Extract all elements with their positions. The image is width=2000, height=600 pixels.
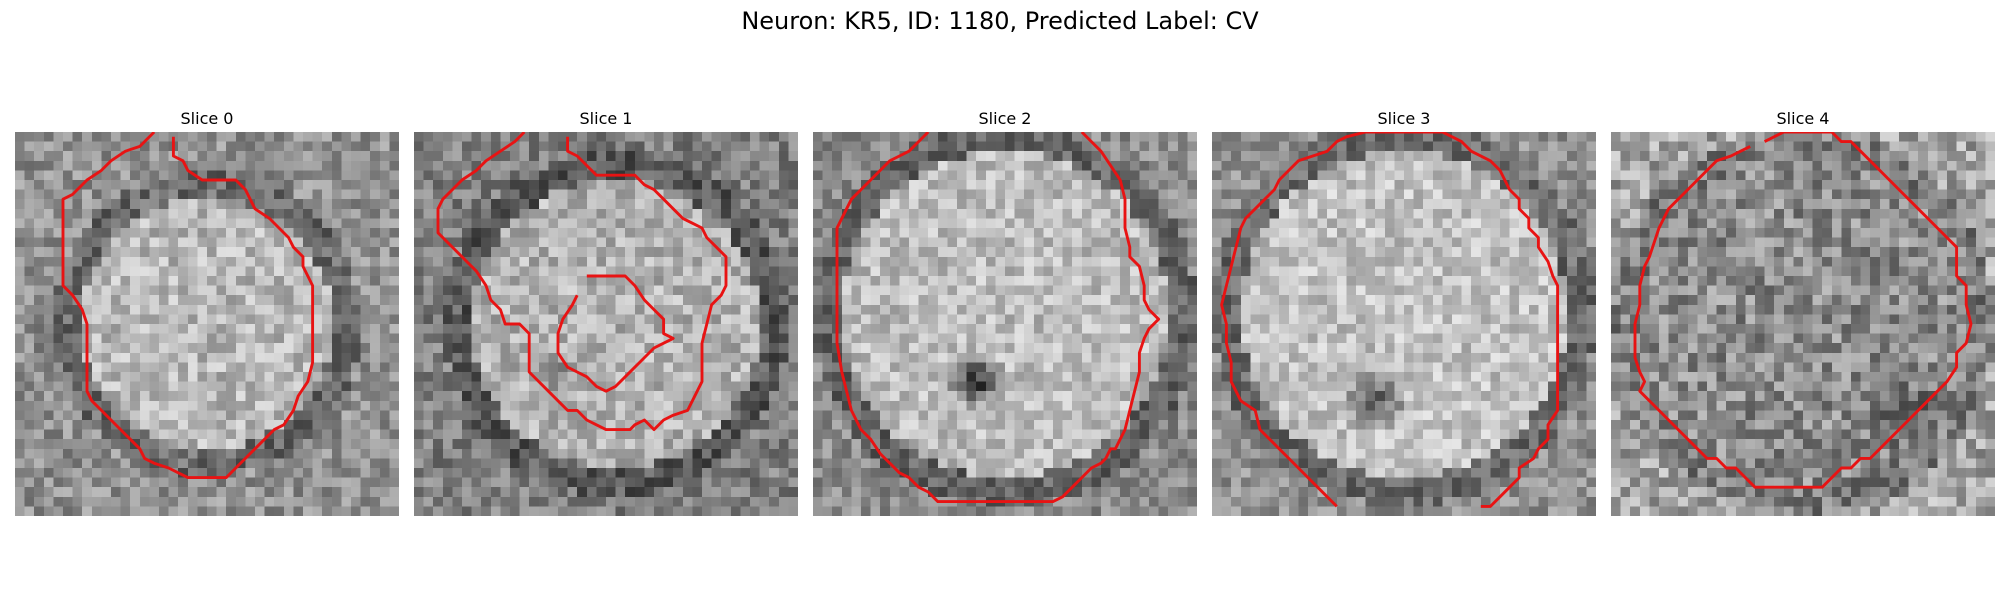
slice-1-image bbox=[414, 132, 798, 516]
slice-1-pixels bbox=[414, 132, 798, 516]
slice-2-contour bbox=[835, 132, 1161, 504]
slice-3-pixels bbox=[1212, 132, 1596, 516]
slice-3-image bbox=[1212, 132, 1596, 516]
slice-0-title: Slice 0 bbox=[180, 109, 234, 128]
slice-panel-2: Slice 2 bbox=[813, 108, 1197, 516]
slice-4-image bbox=[1611, 132, 1995, 516]
slice-0-pixels bbox=[15, 132, 399, 516]
slice-1-title: Slice 1 bbox=[579, 109, 633, 128]
slice-3-title: Slice 3 bbox=[1377, 109, 1431, 128]
slice-panel-1: Slice 1 bbox=[414, 108, 798, 516]
slice-panel-3: Slice 3 bbox=[1212, 108, 1596, 516]
slice-panel-4: Slice 4 bbox=[1611, 108, 1995, 516]
slice-4-title: Slice 4 bbox=[1776, 109, 1830, 128]
slice-4-pixels bbox=[1611, 132, 1995, 516]
slice-0-contour bbox=[61, 132, 315, 480]
slice-2-title: Slice 2 bbox=[978, 109, 1032, 128]
slice-3-contour bbox=[1220, 132, 1560, 508]
slice-0-image bbox=[15, 132, 399, 516]
slice-2-pixels bbox=[813, 132, 1197, 516]
slice-1-inner-contour bbox=[556, 274, 675, 393]
slice-2-image bbox=[813, 132, 1197, 516]
slice-panel-0: Slice 0 bbox=[15, 108, 399, 516]
slice-4-contour bbox=[1633, 132, 1973, 489]
figure-title: Neuron: KR5, ID: 1180, Predicted Label: … bbox=[741, 7, 1259, 35]
slice-1-contour bbox=[436, 132, 728, 432]
